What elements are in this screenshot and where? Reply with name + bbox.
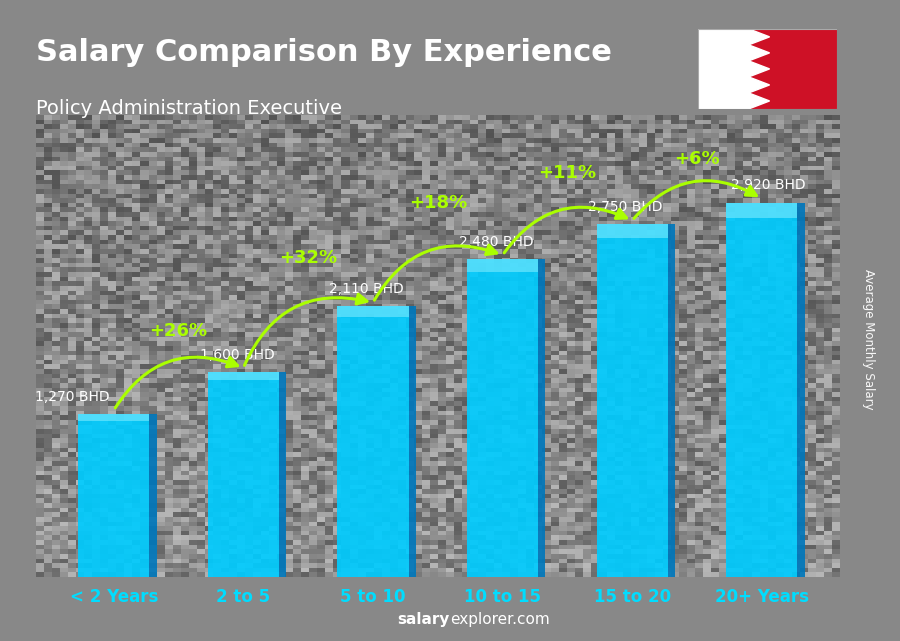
Bar (467, 259, 538, 272)
Text: +11%: +11% (538, 164, 597, 182)
Text: 1,600 BHD: 1,600 BHD (200, 347, 274, 362)
Text: 2,480 BHD: 2,480 BHD (459, 235, 534, 249)
Text: 2,750 BHD: 2,750 BHD (589, 200, 663, 214)
Polygon shape (749, 29, 770, 45)
Bar (597, 224, 668, 238)
Text: salary: salary (398, 612, 450, 627)
Text: +32%: +32% (279, 249, 338, 267)
Polygon shape (749, 93, 770, 109)
Bar (78, 414, 149, 577)
Text: +18%: +18% (409, 194, 467, 212)
Bar (797, 203, 805, 577)
Polygon shape (749, 45, 770, 61)
Bar (726, 203, 797, 217)
Bar (279, 372, 286, 577)
Bar (338, 306, 409, 577)
Bar (208, 372, 279, 577)
Bar (749, 29, 837, 109)
Text: explorer.com: explorer.com (450, 612, 550, 627)
Text: +6%: +6% (674, 150, 720, 168)
Bar (409, 306, 416, 577)
Bar (467, 259, 538, 577)
Bar (538, 259, 545, 577)
Bar (208, 372, 279, 380)
Bar (597, 224, 668, 577)
Text: Average Monthly Salary: Average Monthly Salary (862, 269, 875, 410)
Bar (78, 414, 149, 420)
Bar (668, 224, 675, 577)
Text: +26%: +26% (149, 322, 208, 340)
Text: Policy Administration Executive: Policy Administration Executive (36, 99, 342, 119)
Bar (726, 203, 797, 577)
Bar (149, 414, 157, 577)
Text: 1,270 BHD: 1,270 BHD (35, 390, 110, 404)
Bar (338, 306, 409, 317)
Bar (698, 29, 749, 109)
Polygon shape (749, 61, 770, 77)
Text: Salary Comparison By Experience: Salary Comparison By Experience (36, 38, 612, 67)
Text: 2,920 BHD: 2,920 BHD (731, 178, 806, 192)
Polygon shape (749, 77, 770, 93)
Text: 2,110 BHD: 2,110 BHD (329, 282, 404, 296)
